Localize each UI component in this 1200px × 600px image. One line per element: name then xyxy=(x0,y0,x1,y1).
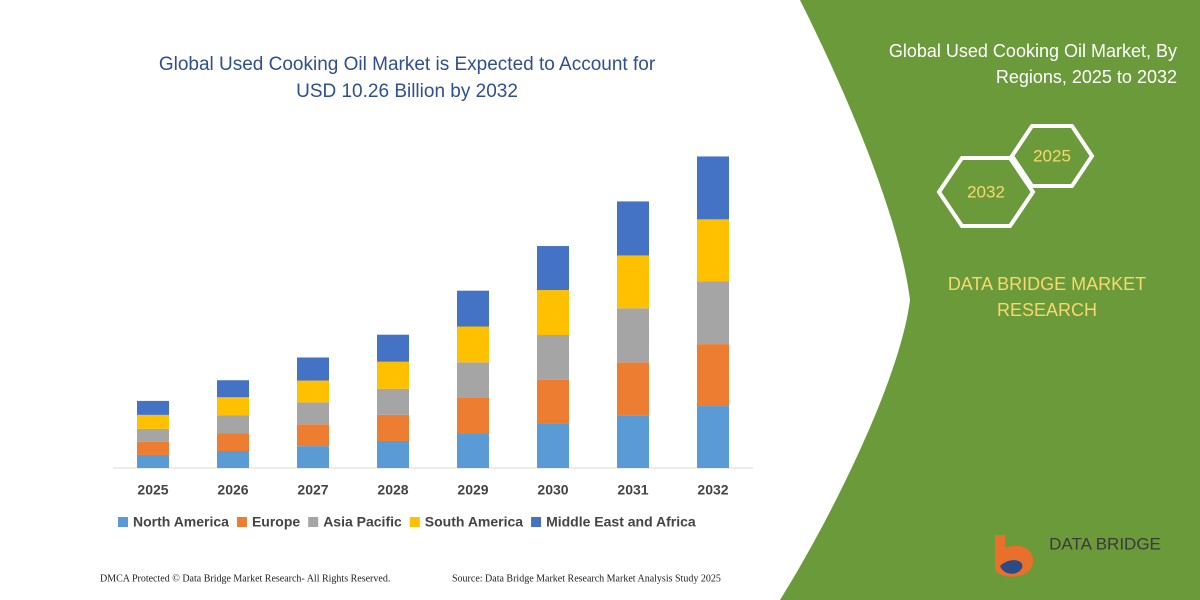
chart-title: Global Used Cooking Oil Market is Expect… xyxy=(159,54,656,75)
brand-text: RESEARCH xyxy=(997,300,1097,320)
brand-text: DATA BRIDGE MARKET xyxy=(948,274,1146,294)
bar-segment xyxy=(377,414,409,441)
bar-segment xyxy=(617,201,649,256)
bar-segment xyxy=(377,361,409,389)
hexagon-label: 2032 xyxy=(967,182,1005,201)
legend-label: Europe xyxy=(252,514,300,530)
legend-label: South America xyxy=(425,514,523,530)
legend-label: Asia Pacific xyxy=(323,514,402,530)
chart-title: USD 10.26 Billion by 2032 xyxy=(296,81,518,102)
x-tick-label: 2029 xyxy=(457,482,488,498)
bar-segment xyxy=(137,428,169,442)
bar-segment xyxy=(297,402,329,425)
bar-segment xyxy=(617,308,649,363)
x-tick-label: 2031 xyxy=(617,482,648,498)
x-tick-label: 2026 xyxy=(217,482,248,498)
legend-swatch xyxy=(236,517,247,527)
footer-text: Source: Data Bridge Market Research Mark… xyxy=(452,573,721,584)
bar-segment xyxy=(217,397,249,416)
legend-swatch xyxy=(531,517,542,527)
bar-segment xyxy=(537,290,569,336)
bar-segment xyxy=(377,334,409,362)
hexagon-label: 2025 xyxy=(1033,146,1071,165)
legend-label: North America xyxy=(133,514,229,530)
x-tick-label: 2030 xyxy=(537,482,568,498)
bar-segment xyxy=(137,414,169,429)
bar-segment xyxy=(537,246,569,291)
logo-icon xyxy=(1000,560,1023,574)
bar-segment xyxy=(217,415,249,434)
x-tick-label: 2027 xyxy=(297,482,328,498)
legend-label: Middle East and Africa xyxy=(546,514,696,530)
bar-segment xyxy=(457,433,489,468)
bar-segment xyxy=(377,388,409,415)
bar-segment xyxy=(457,397,489,434)
bar-segment xyxy=(457,326,489,363)
bar-segment xyxy=(137,454,169,468)
legend-swatch xyxy=(118,517,128,527)
bar-segment xyxy=(377,440,409,468)
bar-segment xyxy=(137,400,169,415)
bar-segment xyxy=(617,362,649,416)
bar-segment xyxy=(297,446,329,468)
bar-segment xyxy=(617,415,649,468)
footer-text: DMCA Protected © Data Bridge Market Rese… xyxy=(100,573,390,584)
bar-segment xyxy=(697,344,729,407)
bar-segment xyxy=(617,255,649,309)
bar-segment xyxy=(297,357,329,381)
bar-segment xyxy=(537,379,569,424)
logo-text: DATA BRIDGE xyxy=(1049,534,1161,553)
panel-title: Regions, 2025 to 2032 xyxy=(996,67,1177,87)
x-tick-label: 2032 xyxy=(697,482,728,498)
bar-segment xyxy=(537,335,569,380)
panel-title: Global Used Cooking Oil Market, By xyxy=(889,41,1177,61)
bar-segment xyxy=(537,423,569,468)
legend-swatch xyxy=(409,517,420,527)
hexagon xyxy=(936,156,1036,228)
bar-segment xyxy=(217,380,249,398)
hexagon xyxy=(1009,124,1095,188)
bar-segment xyxy=(457,290,489,327)
x-tick-label: 2025 xyxy=(137,482,168,498)
bar-segment xyxy=(137,441,169,455)
green-panel xyxy=(780,0,1200,600)
bar-segment xyxy=(697,281,729,345)
bar-segment xyxy=(297,380,329,403)
bar-segment xyxy=(217,450,249,468)
bar-segment xyxy=(697,156,729,220)
bar-segment xyxy=(457,362,489,398)
bar-segment xyxy=(297,424,329,447)
legend-swatch xyxy=(308,517,319,527)
x-tick-label: 2028 xyxy=(377,482,408,498)
bar-segment xyxy=(697,406,729,468)
bar-segment xyxy=(217,433,249,451)
bar-segment xyxy=(697,219,729,282)
